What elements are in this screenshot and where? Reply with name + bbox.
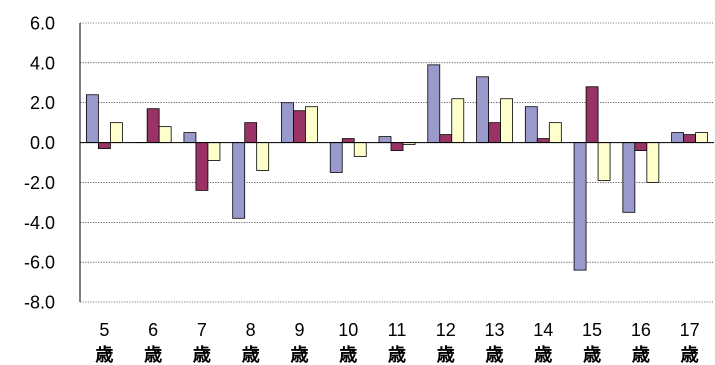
bar-series-3-8	[256, 142, 270, 171]
x-tick-label: 11	[388, 320, 407, 340]
bar-series-3-5	[109, 122, 123, 143]
bar-series-2-13	[488, 122, 501, 143]
axis-layer	[79, 23, 714, 302]
x-tick-suffix: 歳	[437, 345, 455, 365]
bar-series-1-9	[281, 102, 294, 143]
x-tick-label: 14	[533, 320, 553, 340]
x-tick-suffix: 歳	[681, 345, 699, 365]
x-tick-suffix: 歳	[339, 345, 357, 365]
x-tick-suffix: 歳	[242, 345, 260, 365]
bar-series-3-17	[695, 132, 709, 143]
bar-series-3-7	[207, 142, 221, 161]
y-tick-label: -6.0	[24, 253, 55, 273]
bar-series-3-13	[500, 98, 513, 143]
x-tick-label: 12	[436, 320, 456, 340]
bar-series-2-9	[293, 110, 306, 143]
y-tick-label: 0.0	[30, 133, 55, 153]
bar-series-3-12	[451, 98, 465, 143]
grid-layer	[80, 22, 714, 303]
y-tick-label: 4.0	[30, 53, 55, 73]
y-tick-label: 2.0	[30, 93, 55, 113]
x-tick-label: 17	[680, 320, 700, 340]
bar-series-2-10	[341, 138, 355, 143]
x-tick-suffix: 歳	[144, 345, 162, 365]
bar-series-2-7	[195, 142, 209, 191]
bar-series-1-5	[85, 94, 99, 143]
bar-series-3-14	[548, 122, 562, 143]
bar-series-3-15	[597, 142, 611, 181]
bar-series-1-14	[524, 106, 538, 143]
bar-series-2-16	[634, 142, 648, 151]
y-tick-label: -2.0	[24, 173, 55, 193]
bar-series-1-10	[329, 142, 343, 173]
bar-series-2-6	[146, 108, 160, 143]
x-tick-label: 7	[197, 320, 207, 340]
x-tick-suffix: 歳	[486, 345, 504, 365]
x-tick-suffix: 歳	[632, 345, 650, 365]
bar-series-2-14	[536, 138, 550, 143]
bar-series-1-11	[378, 136, 392, 143]
x-tick-suffix: 歳	[388, 345, 406, 365]
bar-series-2-5	[97, 142, 111, 149]
bar-series-1-15	[573, 142, 587, 271]
x-tick-suffix: 歳	[534, 345, 552, 365]
bar-series-1-17	[671, 132, 685, 143]
x-tick-label: 6	[148, 320, 158, 340]
x-tick-label: 5	[99, 320, 109, 340]
bar-series-2-8	[244, 122, 258, 143]
x-tick-label: 15	[582, 320, 602, 340]
bar-series-1-12	[427, 64, 441, 143]
bar-series-1-7	[183, 132, 197, 143]
bar-series-2-11	[390, 142, 404, 151]
bar-series-3-16	[646, 142, 660, 183]
x-tick-suffix: 歳	[193, 345, 211, 365]
x-tick-suffix: 歳	[95, 345, 113, 365]
y-tick-label: 6.0	[30, 14, 55, 34]
bar-series-2-15	[585, 86, 599, 143]
x-tick-label: 16	[631, 320, 651, 340]
bar-series-1-13	[476, 76, 489, 143]
x-tick-label: 10	[338, 320, 358, 340]
bar-series-3-9	[305, 106, 318, 143]
y-tick-label: -8.0	[24, 293, 55, 313]
x-tick-suffix: 歳	[583, 345, 601, 365]
bar-series-2-17	[683, 134, 697, 143]
bar-series-2-12	[439, 134, 453, 143]
x-tick-suffix: 歳	[290, 345, 308, 365]
x-tick-label: 9	[294, 320, 304, 340]
y-tick-label: -4.0	[24, 213, 55, 233]
bar-series-3-6	[158, 126, 172, 143]
label-layer: 6.0 4.0 2.0 0.0 -2.0 -4.0 -6.0 -8.0 5 歳 6 歳 7 歳 8 歳 9 歳 10…	[24, 14, 700, 365]
x-tick-label: 8	[246, 320, 256, 340]
bar-series-1-8	[232, 142, 246, 219]
x-tick-label: 13	[485, 320, 505, 340]
bar-series-3-10	[353, 142, 367, 157]
bar-layer	[85, 64, 709, 271]
bar-series-1-16	[622, 142, 636, 213]
